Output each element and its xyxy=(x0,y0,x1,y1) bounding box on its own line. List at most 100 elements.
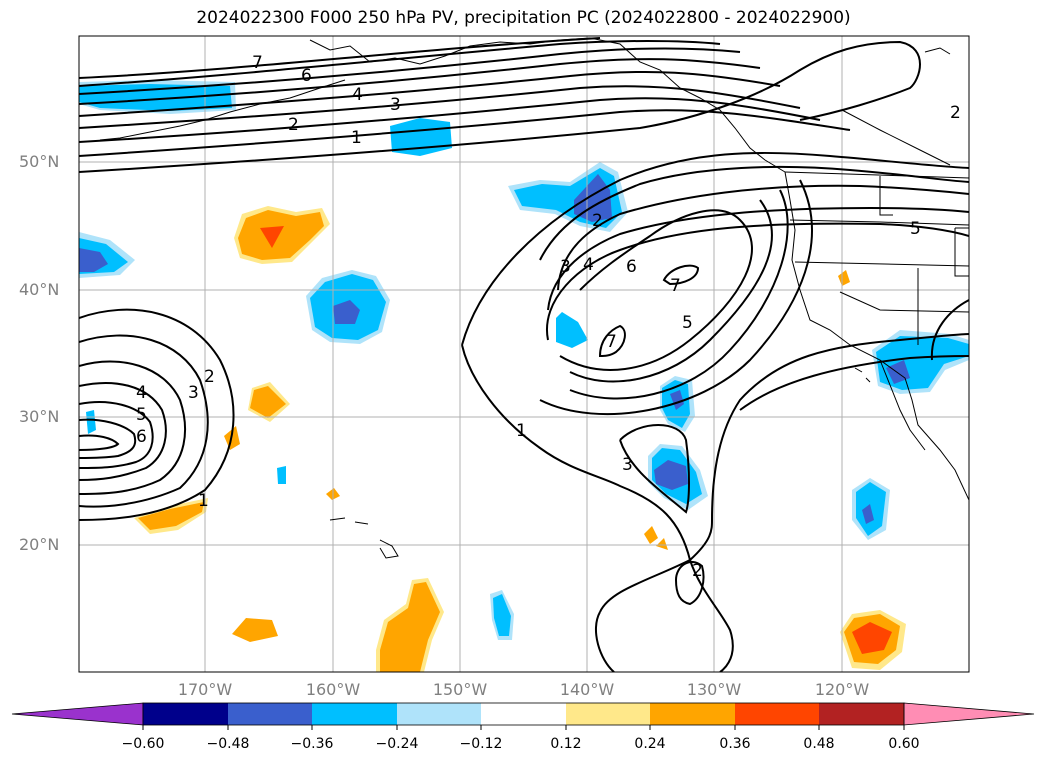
colorbar-tick-label: −0.12 xyxy=(459,736,503,752)
state-border xyxy=(789,219,969,226)
contour-label: 2 xyxy=(288,115,299,135)
pv-contour xyxy=(79,40,921,173)
precip-area xyxy=(886,360,910,384)
map-title: 2024022300 F000 250 hPa PV, precipitatio… xyxy=(196,8,851,28)
map-plot-area xyxy=(79,36,969,672)
contour-label: 2 xyxy=(950,103,961,123)
pv-contour xyxy=(547,206,969,311)
lon-label: 170°W xyxy=(177,680,233,699)
contour-label: 7 xyxy=(252,53,263,73)
aleutian-islands xyxy=(99,79,346,141)
contour-label: 2 xyxy=(592,211,603,231)
pv-contour xyxy=(79,401,154,469)
lat-label: 40°N xyxy=(19,280,60,299)
pv-contour xyxy=(79,382,167,481)
pv-contour xyxy=(599,519,713,613)
contour-label: 2 xyxy=(692,561,703,581)
precip-area xyxy=(670,390,684,410)
precip-area xyxy=(852,622,892,654)
pv-contour xyxy=(545,222,969,341)
contour-label: 6 xyxy=(626,257,637,277)
colorbar-tick-label: 0.60 xyxy=(888,736,920,752)
colorbar-tick-label: −0.60 xyxy=(121,736,165,752)
precip-area xyxy=(574,174,612,222)
pv-contour xyxy=(79,418,137,459)
contour-label: 3 xyxy=(390,95,401,115)
lon-label: 140°W xyxy=(559,680,615,699)
pv-contour xyxy=(739,355,969,411)
us-canada-border xyxy=(784,171,969,179)
contour-label: 5 xyxy=(136,405,147,425)
pv-contour xyxy=(79,70,781,117)
contour-label: 6 xyxy=(301,66,312,86)
contour-label: 7 xyxy=(670,276,681,296)
precip-area xyxy=(644,526,658,544)
precip-area xyxy=(838,270,850,286)
north-america-west-coast xyxy=(784,171,969,501)
precip-area xyxy=(238,210,324,260)
pv-contour xyxy=(595,611,615,672)
pv-contour xyxy=(79,47,741,95)
precip-positive-shading xyxy=(134,206,906,672)
pv-contour xyxy=(930,299,969,361)
colorbar-tick-label: 0.12 xyxy=(550,736,582,752)
pv-contour xyxy=(79,334,209,508)
precip-area xyxy=(232,618,278,642)
precip-area xyxy=(654,460,688,490)
lon-label: 120°W xyxy=(814,680,870,699)
colorbar-tick-label: 0.36 xyxy=(719,736,751,752)
contour-label: 4 xyxy=(352,85,363,105)
pv-contour xyxy=(79,40,721,87)
state-border xyxy=(954,227,969,277)
precip-area xyxy=(277,466,286,484)
lat-label: 50°N xyxy=(19,152,60,171)
contour-label: 3 xyxy=(560,257,571,277)
pv-contour xyxy=(557,184,969,291)
colorbar-tick-label: −0.24 xyxy=(375,736,419,752)
pv-contour xyxy=(539,165,969,261)
pv-contour xyxy=(539,179,813,416)
pv-contour xyxy=(674,561,705,606)
pv-contour xyxy=(79,360,187,495)
pv-contour xyxy=(662,264,700,286)
contour-label: 5 xyxy=(682,313,693,333)
contour-label: 3 xyxy=(622,455,633,475)
state-border xyxy=(839,291,969,313)
lat-label: 30°N xyxy=(19,407,60,426)
pv-contour xyxy=(461,344,734,672)
pv-contour xyxy=(569,199,773,383)
precip-area xyxy=(333,300,360,324)
precip-area xyxy=(656,538,668,550)
pv-contours xyxy=(79,37,969,672)
map-frame xyxy=(78,35,970,673)
state-border xyxy=(879,176,893,216)
contour-label: 4 xyxy=(583,255,594,275)
precip-area xyxy=(260,226,284,248)
state-border xyxy=(794,261,969,267)
graticule xyxy=(79,36,969,672)
contour-label: 1 xyxy=(516,421,527,441)
state-border xyxy=(841,109,951,166)
colorbar-tick-label: −0.36 xyxy=(290,736,334,752)
pv-contour xyxy=(598,324,626,358)
pv-contour xyxy=(79,37,601,79)
pv-contour xyxy=(79,308,235,521)
pv-contour xyxy=(619,424,690,514)
lon-label: 130°W xyxy=(686,680,742,699)
pv-contour xyxy=(559,209,753,371)
contour-label: 5 xyxy=(910,219,921,239)
colorbar-tick-label: 0.24 xyxy=(634,736,666,752)
lat-label: 20°N xyxy=(19,535,60,554)
pv-contour xyxy=(79,58,761,105)
contour-label: 3 xyxy=(188,383,199,403)
precip-area xyxy=(79,248,108,272)
lon-label: 150°W xyxy=(432,680,488,699)
lon-label: 160°W xyxy=(305,680,361,699)
precip-area xyxy=(493,594,511,636)
pv-contour xyxy=(79,85,801,129)
contour-label: 7 xyxy=(606,332,617,352)
precip-area xyxy=(556,312,588,348)
island xyxy=(924,47,951,55)
contour-label: 2 xyxy=(204,367,215,387)
